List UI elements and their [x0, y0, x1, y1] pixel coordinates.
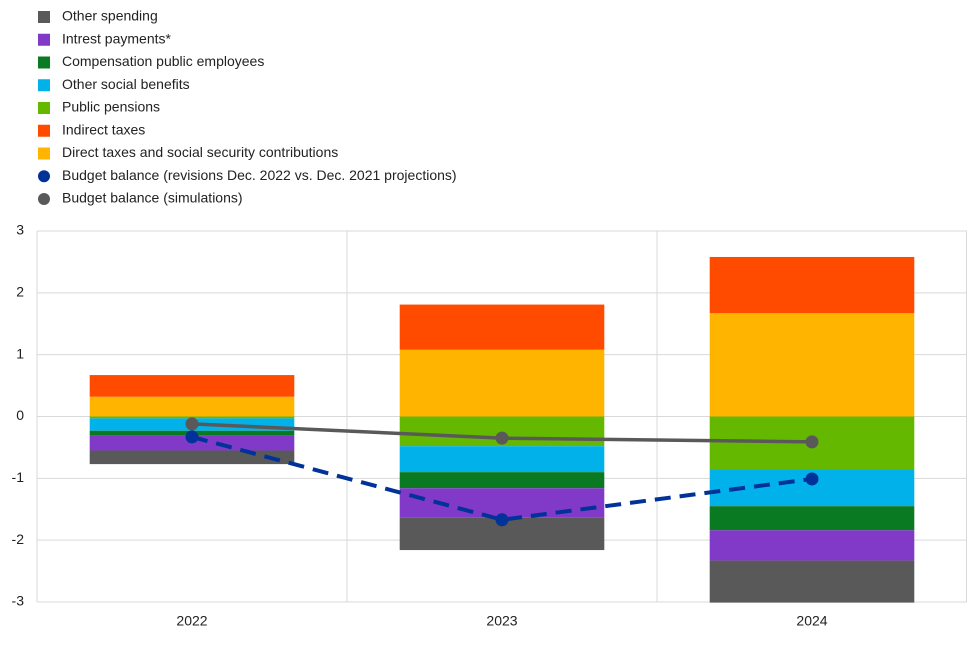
bar-segment: [399, 349, 605, 417]
bar-segment: [89, 450, 295, 465]
legend-label: Indirect taxes: [62, 121, 145, 137]
legend-label: Direct taxes and social security contrib…: [62, 144, 338, 160]
line-marker: [805, 472, 819, 486]
bar-segment: [89, 396, 295, 417]
legend-marker: [38, 193, 50, 205]
legend-label: Public pensions: [62, 99, 160, 115]
y-tick-label: 1: [16, 345, 24, 361]
legend-swatch: [38, 33, 50, 46]
legend-label: Other spending: [62, 8, 158, 24]
y-tick-label: 0: [16, 407, 24, 423]
y-tick-label: 3: [16, 222, 24, 238]
legend-marker: [38, 170, 50, 183]
y-tick-label: 2: [16, 284, 24, 300]
bar-segment: [399, 488, 605, 518]
legend-label: Budget balance (simulations): [62, 190, 243, 206]
legend-swatch: [38, 124, 50, 137]
bar-segment: [709, 560, 915, 603]
y-tick-label: -3: [12, 593, 25, 609]
legend-label: Compensation public employees: [62, 53, 264, 69]
x-tick-label: 2022: [176, 613, 207, 629]
x-tick-label: 2023: [486, 613, 517, 629]
legend-label: Other social benefits: [62, 76, 190, 92]
line-marker: [185, 430, 199, 444]
bar-segment: [709, 530, 915, 561]
bar-segment: [89, 375, 295, 397]
line-marker: [495, 431, 509, 445]
bar-segment: [709, 256, 915, 314]
bar-segment: [399, 304, 605, 350]
legend-label: Budget balance (revisions Dec. 2022 vs. …: [62, 167, 457, 183]
y-tick-label: -2: [12, 531, 25, 547]
legend-swatch: [38, 147, 50, 160]
legend-swatch: [38, 56, 50, 69]
line-marker: [495, 513, 509, 527]
legend-swatch: [38, 11, 50, 23]
bar-segment: [399, 446, 605, 473]
x-tick-label: 2024: [796, 613, 827, 629]
bar-segment: [399, 472, 605, 489]
line-marker: [805, 435, 819, 449]
y-tick-label: -1: [12, 469, 25, 485]
legend-label: Intrest payments*: [62, 30, 171, 46]
legend-swatch: [38, 79, 50, 92]
bar-segment: [709, 506, 915, 531]
line-marker: [185, 417, 199, 431]
line: [191, 434, 813, 522]
bar-segment: [709, 313, 915, 417]
legend-swatch: [38, 102, 50, 114]
